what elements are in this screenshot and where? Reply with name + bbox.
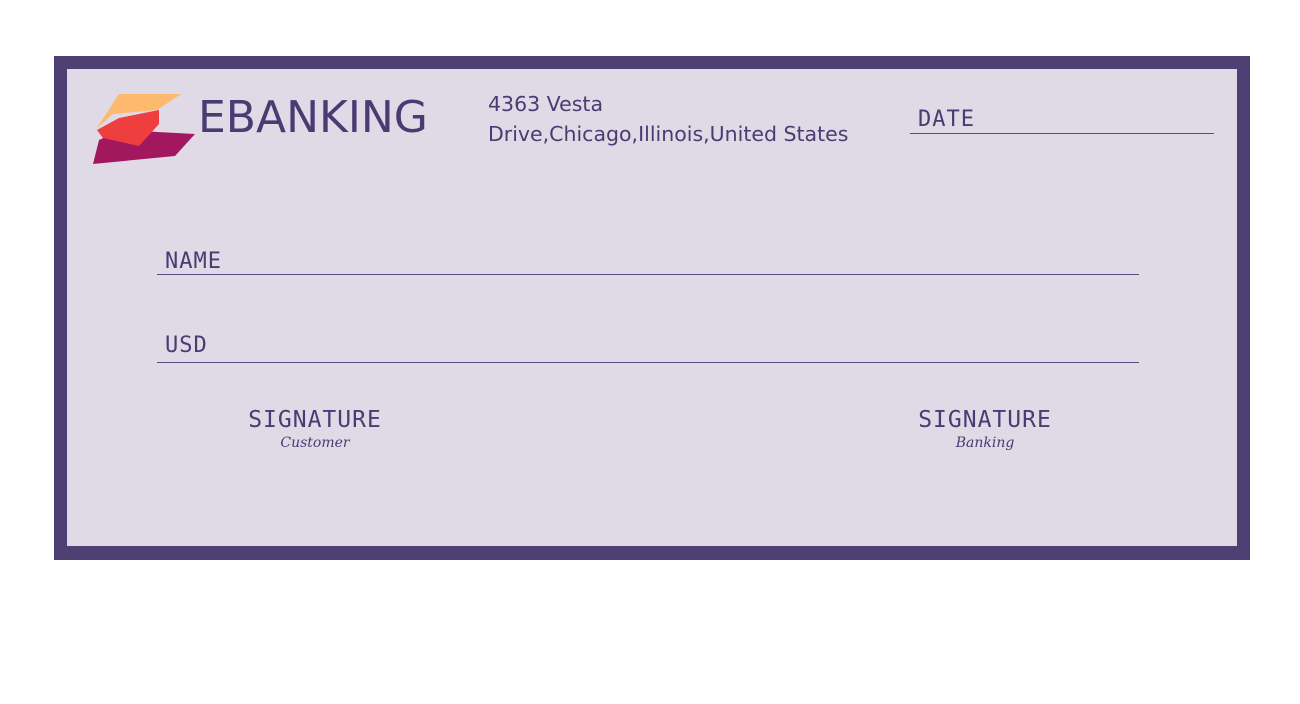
cheque-body: EBANKING 4363 Vesta Drive,Chicago,Illino… <box>67 69 1237 546</box>
date-label: DATE <box>918 107 975 132</box>
name-field-line[interactable] <box>157 274 1139 275</box>
address-line-1: 4363 Vesta <box>488 92 604 116</box>
logo-layer-top <box>97 94 181 128</box>
bank-address: 4363 Vesta Drive,Chicago,Illinois,United… <box>488 89 848 149</box>
address-line-2: Drive,Chicago,Illinois,United States <box>488 122 849 146</box>
date-field-line[interactable] <box>910 133 1214 134</box>
bank-signature-block[interactable]: SIGNATURE Banking <box>900 406 1070 452</box>
customer-signature-title: SIGNATURE <box>248 407 382 433</box>
cheque-frame: EBANKING 4363 Vesta Drive,Chicago,Illino… <box>54 56 1250 560</box>
amount-label: USD <box>165 333 208 358</box>
bank-signature-title: SIGNATURE <box>918 407 1052 433</box>
amount-field-line[interactable] <box>157 362 1139 363</box>
customer-signature-subtitle: Customer <box>280 435 350 451</box>
stacked-layers-logo-icon <box>93 94 195 164</box>
name-label: NAME <box>165 249 222 274</box>
customer-signature-block[interactable]: SIGNATURE Customer <box>230 406 400 452</box>
brand-name: EBANKING <box>198 92 428 143</box>
logo-layer-middle <box>97 110 159 146</box>
bank-signature-subtitle: Banking <box>955 435 1015 451</box>
